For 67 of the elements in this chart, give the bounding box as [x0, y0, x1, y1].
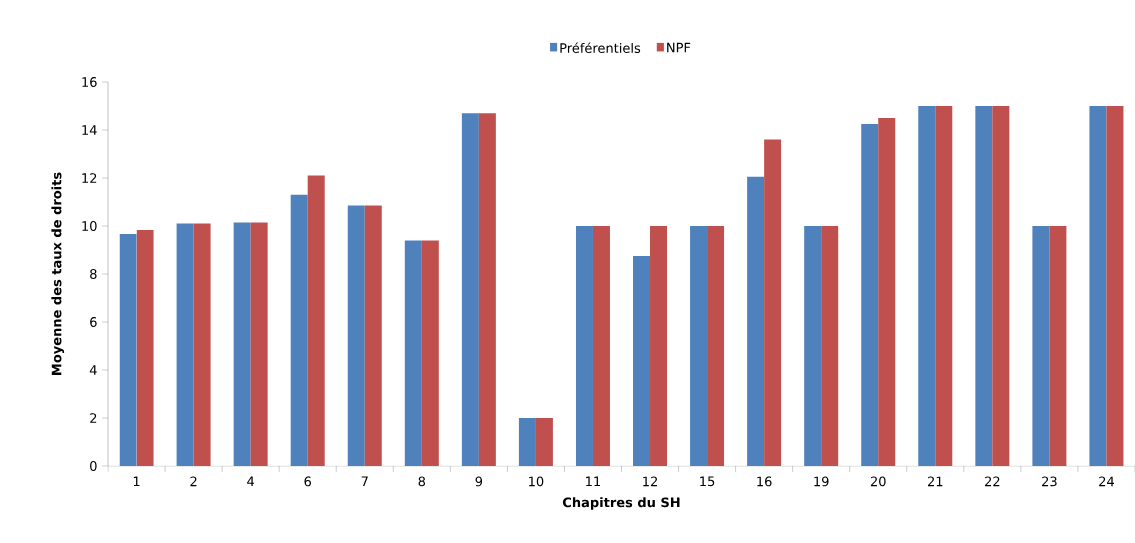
x-tick-label: 24 — [1099, 476, 1114, 487]
x-tick-label: 6 — [304, 476, 312, 487]
legend-label: Préférentiels — [560, 42, 641, 53]
bar — [290, 194, 308, 466]
y-tick-label: 6 — [90, 317, 97, 327]
x-axis-title: Chapitres du SH — [562, 497, 680, 510]
bar — [233, 222, 251, 466]
bar — [461, 113, 479, 466]
bar — [136, 230, 154, 466]
bar — [518, 417, 536, 466]
y-axis-title: Moyenne des taux de droits — [51, 172, 65, 375]
bar — [747, 176, 765, 466]
x-tick-label: 1 — [133, 476, 140, 486]
bar — [861, 123, 879, 466]
bar — [575, 225, 593, 466]
x-tick-label: 2 — [190, 476, 197, 487]
bar — [119, 233, 137, 466]
bar — [650, 225, 668, 466]
x-tick-label: 7 — [361, 476, 368, 486]
bar — [707, 225, 725, 466]
y-tick-label: 16 — [82, 77, 97, 87]
x-tick-label: 11 — [586, 476, 601, 486]
bar — [804, 225, 822, 466]
bar — [918, 105, 936, 466]
bar — [878, 117, 896, 466]
bar — [592, 225, 610, 466]
bar — [935, 105, 953, 466]
y-tick-label: 12 — [82, 173, 97, 183]
legend-label: NPF — [667, 42, 691, 53]
y-tick-label: 10 — [82, 221, 97, 231]
x-tick-label: 8 — [418, 476, 426, 487]
x-tick-label: 9 — [475, 476, 483, 487]
bar — [176, 223, 194, 466]
y-tick-label: 14 — [82, 125, 97, 135]
y-tick-label: 8 — [90, 269, 97, 279]
bar — [347, 205, 365, 466]
bar — [975, 105, 993, 466]
y-tick-label: 4 — [89, 365, 97, 375]
x-tick-label: 21 — [927, 476, 943, 487]
bar — [307, 175, 325, 466]
bar — [992, 105, 1010, 466]
bar — [690, 225, 708, 466]
bar — [193, 223, 211, 466]
bar — [404, 240, 422, 466]
bar — [1049, 225, 1067, 466]
bar — [1032, 225, 1050, 466]
bar — [535, 417, 553, 466]
y-tick-label: 2 — [90, 413, 97, 423]
x-tick-label: 19 — [814, 476, 829, 487]
x-tick-label: 4 — [247, 476, 255, 486]
y-tick-label: 0 — [90, 461, 97, 471]
x-tick-label: 16 — [757, 476, 772, 487]
bar — [478, 113, 496, 466]
bar — [821, 225, 839, 466]
bar — [764, 139, 782, 466]
bar — [633, 255, 651, 466]
x-tick-label: 20 — [870, 476, 886, 487]
x-tick-label: 10 — [529, 476, 544, 487]
x-tick-label: 22 — [985, 476, 1000, 487]
bar — [1106, 105, 1124, 466]
x-tick-label: 12 — [643, 476, 657, 487]
bar — [1089, 105, 1107, 466]
x-tick-label: 15 — [700, 476, 715, 487]
bar — [250, 222, 268, 466]
bar — [421, 240, 439, 466]
x-tick-label: 23 — [1042, 476, 1057, 487]
bar — [364, 205, 382, 466]
